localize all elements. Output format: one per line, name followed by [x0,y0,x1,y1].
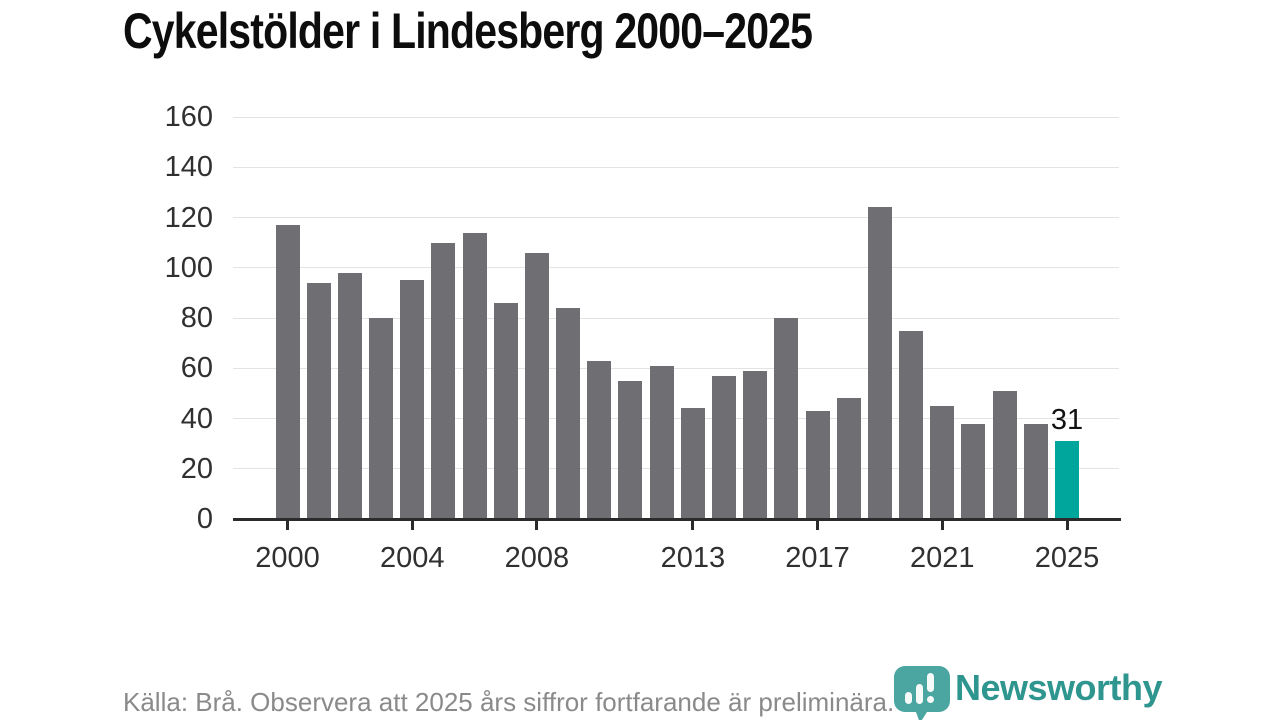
bar-2016 [774,318,799,519]
bar-2021 [930,405,955,519]
bar-2024 [1023,423,1048,519]
x-tick-label: 2013 [660,542,726,574]
gridline-120 [233,217,1119,218]
bar-2015 [743,370,768,519]
y-tick-label: 120 [164,201,213,234]
x-tick-label: 2000 [255,542,320,574]
bar-2004 [400,280,425,519]
bar-2007 [493,302,518,519]
y-tick-label: 40 [180,402,213,435]
bar-2002 [337,272,362,519]
bar-2022 [961,423,986,519]
x-tick-label: 2017 [785,542,850,574]
gridline-20 [233,468,1119,470]
x-axis-line [233,518,1121,521]
bar-2020 [899,330,924,519]
y-tick-label: 20 [180,452,213,485]
x-tick-label: 2025 [1034,542,1100,574]
bar-2023 [992,390,1017,519]
y-tick-label: 80 [180,302,213,334]
gridline-100 [233,267,1119,269]
bar-2000 [275,225,300,519]
y-tick-label: 160 [164,101,213,133]
y-tick-label: 100 [164,251,213,284]
gridline-160 [233,116,1119,118]
x-tick-2008 [535,521,539,530]
bar-2008 [524,252,549,519]
newsworthy-logo: Newsworthy [893,663,1183,720]
chart-title: Cykelstölder i Lindesberg 2000–2025 [123,3,813,59]
bar-2006 [462,232,487,519]
bar-2014 [712,375,737,519]
bar-2003 [369,318,394,519]
bar-2009 [556,307,581,519]
bar-2005 [431,242,456,519]
x-tick-2000 [286,521,289,530]
gridline-60 [233,367,1119,369]
newsworthy-wordmark: Newsworthy [955,667,1163,708]
x-tick-2021 [940,521,944,530]
x-tick-2013 [691,521,695,530]
x-tick-2017 [816,521,820,530]
x-tick-label: 2021 [910,542,975,574]
gridline-80 [233,317,1119,319]
x-tick-label: 2008 [504,542,570,574]
y-tick-label: 60 [180,352,213,385]
bar-2017 [805,410,830,519]
source-note: Källa: Brå. Observera att 2025 års siffr… [123,687,895,717]
bar-2012 [649,365,674,519]
bar-value-label: 31 [1050,404,1084,437]
bar-2013 [680,408,705,519]
bar-2018 [836,398,861,519]
y-tick-label: 140 [164,151,213,184]
x-tick-2004 [410,521,414,530]
newsworthy-pin-icon [894,666,950,720]
bar-2025 [1055,441,1079,519]
x-tick-label: 2004 [379,542,445,574]
bar-2010 [587,360,612,519]
gridline-40 [233,418,1119,419]
y-tick-label: 0 [196,503,213,535]
x-tick-2025 [1065,521,1069,530]
bar-2001 [306,282,331,519]
bar-2019 [867,207,892,519]
bar-2011 [618,380,643,519]
gridline-140 [233,166,1119,168]
